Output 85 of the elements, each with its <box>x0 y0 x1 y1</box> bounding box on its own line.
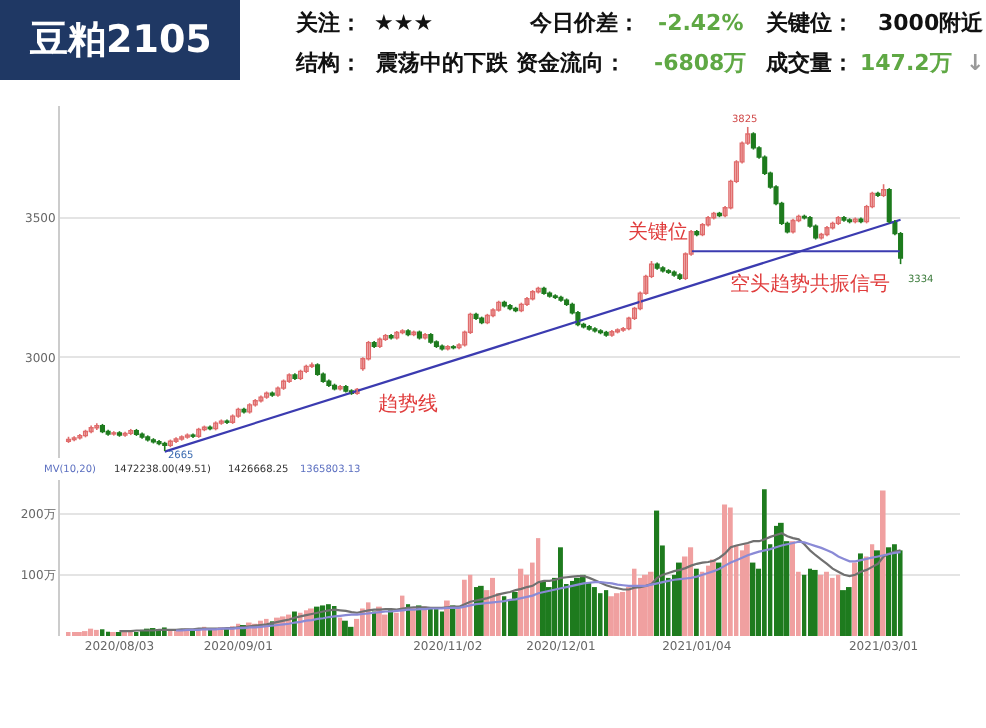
bar <box>338 617 343 636</box>
bar <box>382 614 388 636</box>
candlestick <box>190 432 196 439</box>
bar <box>762 489 767 636</box>
bar <box>608 596 614 636</box>
bar <box>490 577 495 636</box>
bar <box>840 590 846 636</box>
bar <box>774 525 779 636</box>
bar <box>874 550 880 636</box>
bar <box>694 568 699 636</box>
text: 结构： <box>294 50 362 76</box>
bar <box>444 600 450 636</box>
bar <box>710 559 716 636</box>
bar <box>88 628 94 636</box>
bar <box>100 629 105 636</box>
text: -6808万 <box>654 50 747 76</box>
bar <box>348 626 354 636</box>
bar <box>886 547 892 636</box>
bar <box>620 591 626 636</box>
bar <box>778 522 784 636</box>
candlestick <box>224 418 230 425</box>
bar <box>474 587 479 636</box>
bar <box>94 629 99 636</box>
bar <box>632 568 637 636</box>
series-label: 关键位 <box>628 220 688 244</box>
bar <box>740 550 745 636</box>
bar <box>830 577 835 636</box>
bar <box>440 611 445 636</box>
bar <box>728 507 733 636</box>
text: 资金流向： <box>516 50 626 76</box>
bar <box>808 568 812 636</box>
bar <box>744 544 750 636</box>
bar <box>638 577 643 636</box>
bar <box>688 547 694 636</box>
bar <box>428 608 433 636</box>
text: 豆粕2105 <box>28 18 212 62</box>
bar <box>212 629 218 636</box>
bar <box>512 591 518 636</box>
bar <box>722 504 728 636</box>
bar <box>802 574 807 636</box>
bar <box>586 582 592 636</box>
line-series <box>174 540 902 632</box>
bar <box>508 599 512 636</box>
bar <box>342 620 348 636</box>
annotation: 空头趋势共振信号 <box>730 272 890 296</box>
text: 关注： <box>294 10 362 36</box>
bar <box>818 574 824 636</box>
text: 147.2万 <box>860 50 952 76</box>
line-series <box>118 532 902 633</box>
bar <box>858 553 863 636</box>
candlestick <box>841 215 847 223</box>
text: 3000附近 <box>878 10 986 36</box>
bar <box>570 580 575 636</box>
bar <box>604 590 609 636</box>
bar <box>824 571 829 636</box>
bar <box>540 580 546 636</box>
bar <box>846 587 852 636</box>
text: -2.42% <box>658 10 744 36</box>
bar <box>654 510 660 636</box>
bar <box>462 579 467 636</box>
bar <box>558 547 563 636</box>
bar <box>706 565 711 636</box>
bar <box>852 562 858 636</box>
bar <box>478 585 484 636</box>
bar <box>592 587 597 636</box>
text: ★★★ <box>374 10 434 36</box>
series-label: 趋势线 <box>378 392 438 416</box>
text: 震荡中的下跌 <box>374 50 510 76</box>
bar <box>614 593 620 636</box>
bar <box>836 574 841 636</box>
bar <box>598 593 603 636</box>
bar <box>898 550 903 636</box>
text: 关键位： <box>764 10 854 36</box>
bar <box>892 544 897 636</box>
bar <box>648 571 654 636</box>
bar <box>880 490 886 636</box>
text: ↓ <box>966 50 985 76</box>
bar <box>580 574 586 636</box>
bar <box>790 541 795 636</box>
bar <box>812 569 818 636</box>
bar <box>750 562 756 636</box>
text: 成交量： <box>764 50 854 76</box>
bar <box>870 544 875 636</box>
text: 今日价差： <box>528 10 640 36</box>
bar <box>676 562 682 636</box>
